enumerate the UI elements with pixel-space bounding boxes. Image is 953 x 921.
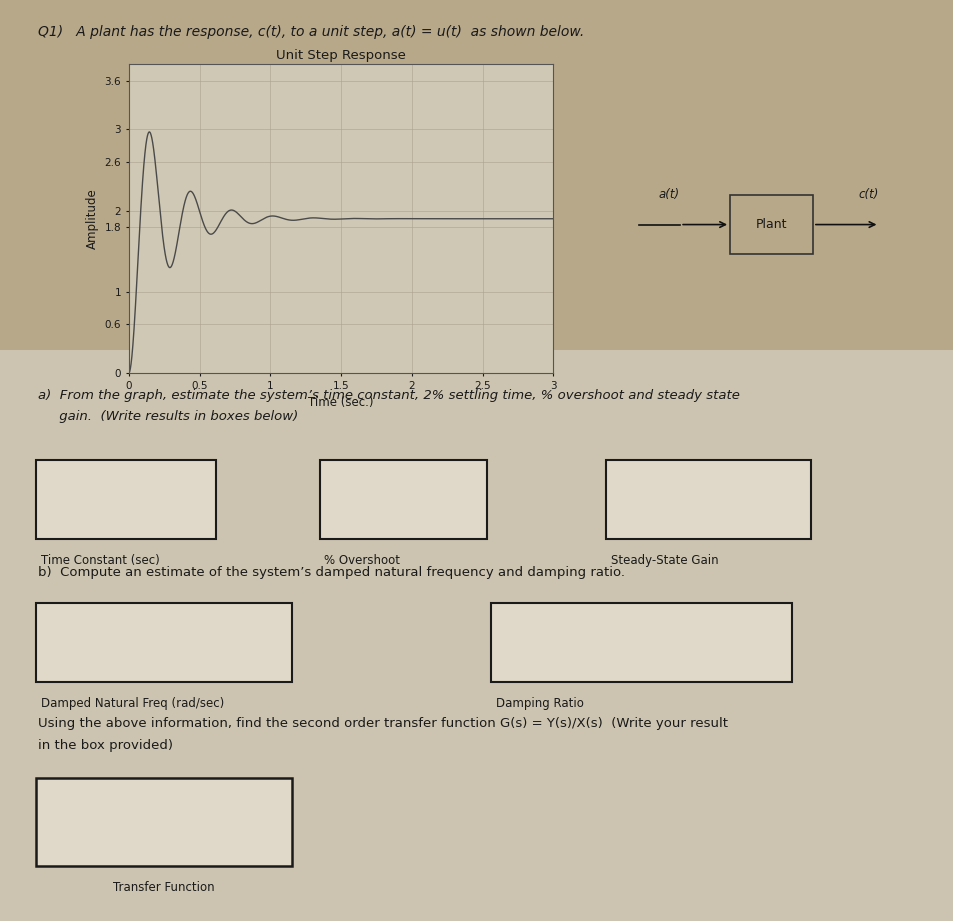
Text: a(t): a(t) (658, 188, 679, 202)
Text: Plant: Plant (755, 218, 786, 231)
Text: Damping Ratio: Damping Ratio (496, 697, 583, 710)
Text: Damped Natural Freq (rad/sec): Damped Natural Freq (rad/sec) (41, 697, 224, 710)
Text: Time Constant (sec): Time Constant (sec) (41, 554, 159, 567)
Text: G(s) =: G(s) = (46, 815, 91, 829)
Text: in the box provided): in the box provided) (38, 739, 173, 752)
Text: % Overshoot: % Overshoot (324, 554, 400, 567)
Title: Unit Step Response: Unit Step Response (275, 49, 406, 62)
Y-axis label: Amplitude: Amplitude (86, 189, 99, 249)
Text: Using the above information, find the second order transfer function G(s) = Y(s): Using the above information, find the se… (38, 717, 727, 729)
X-axis label: Time (sec.): Time (sec.) (308, 396, 374, 409)
Text: b)  Compute an estimate of the system’s damped natural frequency and damping rat: b) Compute an estimate of the system’s d… (38, 566, 624, 579)
Text: Transfer Function: Transfer Function (113, 881, 214, 894)
Text: Q1)   A plant has the response, c(t), to a unit step, a(t) = u(t)  as shown belo: Q1) A plant has the response, c(t), to a… (38, 25, 584, 39)
Text: Steady-State Gain: Steady-State Gain (610, 554, 718, 567)
Text: c(t): c(t) (858, 188, 878, 202)
FancyBboxPatch shape (729, 195, 812, 253)
Text: gain.  (Write results in boxes below): gain. (Write results in boxes below) (38, 410, 298, 423)
Text: a)  From the graph, estimate the system’s time constant, 2% settling time, % ove: a) From the graph, estimate the system’s… (38, 389, 740, 402)
